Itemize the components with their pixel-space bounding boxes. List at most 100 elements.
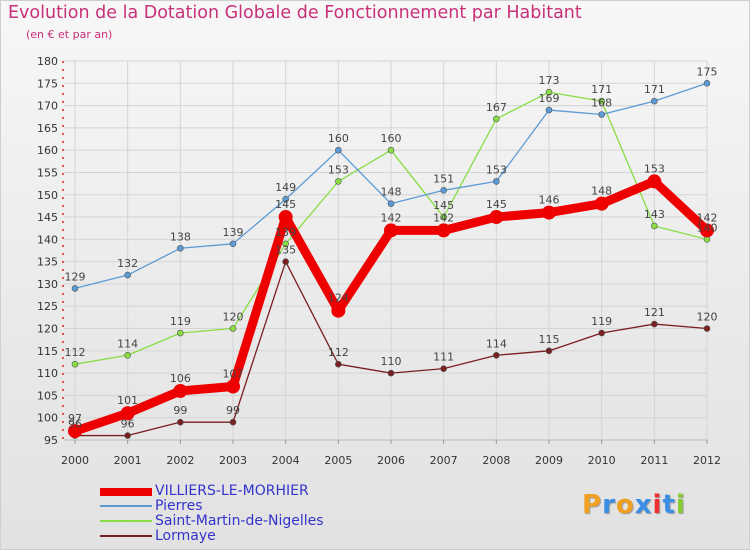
x-tick-label: 2003 — [219, 454, 247, 467]
data-point — [493, 351, 500, 359]
data-point — [598, 111, 605, 118]
data-point — [651, 97, 658, 105]
data-label: 173 — [539, 74, 560, 87]
y-tick-label: 135 — [37, 256, 58, 269]
legend-swatch — [100, 505, 152, 507]
data-label: 112 — [328, 346, 349, 359]
data-point — [335, 146, 342, 154]
data-label: 106 — [170, 372, 191, 385]
x-tick-label: 2009 — [535, 454, 563, 467]
data-point — [124, 271, 131, 279]
legend: VILLIERS-LE-MORHIER Pierres Saint-Martin… — [100, 483, 430, 544]
x-tick-label: 2001 — [114, 454, 142, 467]
x-tick-label: 2006 — [377, 454, 405, 467]
data-point — [387, 146, 395, 154]
data-point — [703, 79, 711, 87]
legend-swatch — [100, 535, 152, 537]
data-label: 142 — [433, 211, 454, 224]
data-point — [440, 213, 447, 221]
data-point — [68, 424, 82, 439]
data-point — [177, 244, 184, 252]
y-tick-label: 120 — [37, 323, 58, 336]
y-tick-label: 110 — [37, 367, 58, 380]
data-label: 169 — [539, 92, 560, 105]
data-label: 107 — [223, 367, 244, 380]
data-label: 110 — [381, 355, 402, 368]
data-point — [282, 258, 289, 265]
data-label: 121 — [644, 306, 665, 319]
data-point — [71, 360, 79, 368]
data-point — [282, 240, 289, 248]
data-point — [436, 223, 451, 238]
data-label: 112 — [65, 346, 86, 359]
data-label: 160 — [381, 132, 402, 145]
legend-label: Pierres — [155, 498, 203, 514]
data-label: 149 — [275, 181, 296, 194]
data-label: 171 — [644, 83, 665, 96]
x-tick-label: 2002 — [166, 454, 194, 467]
data-label: 148 — [591, 185, 612, 198]
data-point — [542, 205, 556, 220]
legend-item-pierres: Pierres — [100, 498, 430, 514]
chart-title: Evolution de la Dotation Globale de Fonc… — [8, 3, 582, 23]
data-label: 139 — [275, 226, 296, 239]
y-tick-label: 145 — [37, 211, 58, 224]
legend-label: Lormaye — [155, 528, 216, 544]
data-point — [278, 210, 293, 225]
data-label: 153 — [644, 162, 665, 175]
data-label: 119 — [591, 315, 612, 328]
data-label: 145 — [433, 199, 454, 212]
data-label: 139 — [223, 226, 244, 239]
x-tick-label: 2012 — [693, 454, 721, 467]
y-tick-label: 165 — [37, 122, 58, 135]
data-label: 101 — [117, 394, 138, 407]
y-tick-label: 130 — [37, 278, 58, 291]
data-label: 153 — [486, 163, 507, 176]
data-label: 132 — [117, 257, 138, 270]
chart-subtitle: (en € et par an) — [26, 28, 113, 41]
data-point — [71, 285, 79, 292]
logo-letter: P — [582, 490, 603, 520]
data-point — [545, 347, 553, 355]
data-label: 115 — [539, 333, 560, 346]
data-point — [598, 329, 605, 337]
data-point — [124, 432, 131, 439]
data-label: 120 — [223, 311, 244, 324]
data-label: 140 — [697, 221, 718, 234]
data-label: 142 — [697, 211, 718, 224]
data-point — [173, 383, 188, 398]
logo-letter: x — [634, 490, 653, 520]
data-point — [651, 320, 658, 328]
data-point — [440, 187, 447, 194]
data-point — [493, 115, 500, 123]
x-tick-label: 2008 — [482, 454, 510, 467]
data-label: 175 — [697, 65, 718, 78]
data-label: 145 — [275, 198, 296, 211]
data-point — [387, 369, 395, 377]
data-label: 160 — [328, 132, 349, 145]
logo-letter: r — [602, 490, 616, 520]
data-point — [440, 365, 447, 372]
data-label: 167 — [486, 101, 507, 114]
data-point — [226, 379, 240, 394]
data-point — [229, 325, 237, 332]
data-point — [493, 178, 500, 185]
data-label: 148 — [381, 186, 402, 199]
logo-letter: i — [652, 490, 663, 520]
x-tick-label: 2004 — [272, 454, 300, 467]
data-point — [335, 360, 342, 368]
data-label: 96 — [68, 418, 82, 431]
legend-label: Saint-Martin-de-Nigelles — [155, 513, 324, 529]
y-tick-label: 140 — [37, 233, 58, 246]
data-label: 114 — [486, 337, 507, 350]
data-label: 153 — [328, 163, 349, 176]
logo-letter: t — [662, 490, 676, 520]
data-label: 151 — [433, 172, 454, 185]
data-point — [282, 195, 289, 203]
x-tick-label: 2007 — [430, 454, 458, 467]
legend-item-villiers: VILLIERS-LE-MORHIER — [100, 483, 430, 499]
data-point — [384, 223, 398, 238]
data-point — [545, 88, 553, 96]
data-point — [489, 210, 504, 225]
